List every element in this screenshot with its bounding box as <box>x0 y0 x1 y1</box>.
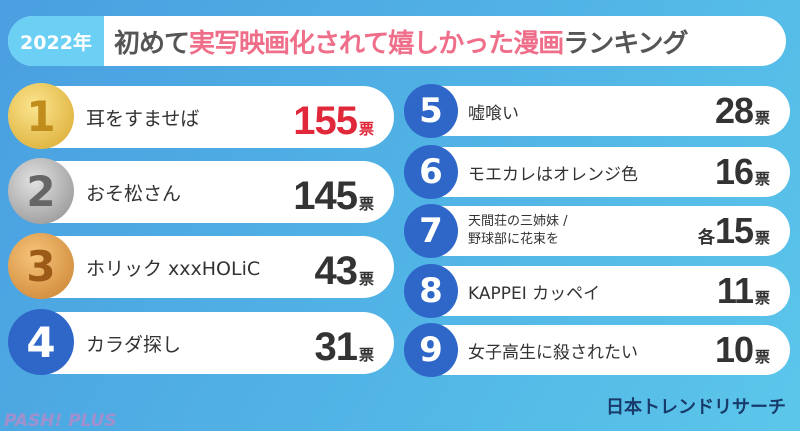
ranking-item-4: 4 カラダ探し 31 票 <box>8 309 394 375</box>
vote-number: 155 <box>293 99 358 143</box>
vote-unit: 票 <box>754 109 770 127</box>
item-title: ホリック xxxHOLiC <box>86 257 261 280</box>
vote-unit: 票 <box>358 120 374 138</box>
rank-badge: 6 <box>404 145 458 199</box>
title-part: 初めて <box>114 28 190 59</box>
vote-number: 10 <box>714 329 754 370</box>
title-part: ランキング <box>563 28 688 59</box>
year-label: 2022年 <box>8 16 104 66</box>
vote-count: 16 票 <box>715 151 770 193</box>
pash-plus-logo: PASH! PLUS <box>4 411 117 431</box>
silver-medal-icon: 2 <box>8 158 74 224</box>
item-title: おそ松さん <box>86 182 182 205</box>
vote-count: 11 票 <box>717 270 770 312</box>
vote-unit: 票 <box>358 195 374 213</box>
rank-badge: 8 <box>404 264 458 318</box>
vote-count: 10 票 <box>715 329 770 371</box>
vote-number: 16 <box>714 151 754 192</box>
ranking-item-6: 6 モエカレはオレンジ色 16 票 <box>404 145 790 199</box>
vote-unit: 票 <box>754 348 770 366</box>
vote-unit: 票 <box>754 170 770 188</box>
ranking-item-9: 9 女子高生に殺されたい 10 票 <box>404 323 790 377</box>
ranking-item-5: 5 嘘喰い 28 票 <box>404 84 790 138</box>
vote-number: 31 <box>314 325 357 369</box>
rank-badge: 5 <box>404 84 458 138</box>
vote-unit: 票 <box>358 346 374 364</box>
item-title: 耳をすませば <box>86 107 200 130</box>
brand-logo: 日本トレンドリサーチ <box>606 397 786 418</box>
ranking-item-1: 1 耳をすませば 155 票 <box>8 83 394 149</box>
item-title: カラダ探し <box>86 333 182 356</box>
vote-number: 11 <box>716 270 754 311</box>
ranking-item-7: 7 天間荘の三姉妹 / 野球部に花束を 各 15 票 <box>404 204 790 258</box>
item-title: 嘘喰い <box>468 103 519 124</box>
vote-prefix: 各 <box>697 228 715 248</box>
vote-unit: 票 <box>754 229 770 247</box>
item-title: モエカレはオレンジ色 <box>468 164 638 185</box>
rank-badge: 7 <box>404 204 458 258</box>
vote-unit: 票 <box>358 270 374 288</box>
title-highlight: 実写映画化されて嬉しかった漫画 <box>189 28 564 59</box>
vote-count: 各 15 票 <box>698 210 770 252</box>
ranking-item-8: 8 KAPPEI カッペイ 11 票 <box>404 264 790 318</box>
vote-number: 43 <box>314 249 357 293</box>
rank-badge: 4 <box>8 309 74 375</box>
ranking-item-2: 2 おそ松さん 145 票 <box>8 158 394 224</box>
ranking-item-3: 3 ホリック xxxHOLiC 43 票 <box>8 233 394 299</box>
vote-number: 28 <box>714 90 754 131</box>
vote-number: 145 <box>293 174 358 218</box>
vote-count: 155 票 <box>293 99 374 144</box>
rank-badge: 9 <box>404 323 458 377</box>
vote-unit: 票 <box>754 289 770 307</box>
vote-number: 15 <box>714 210 754 251</box>
vote-count: 43 票 <box>314 249 374 294</box>
item-title: 天間荘の三姉妹 / 野球部に花束を <box>468 213 568 249</box>
vote-count: 31 票 <box>314 325 374 370</box>
vote-count: 145 票 <box>293 174 374 219</box>
item-title: 女子高生に殺されたい <box>468 342 638 363</box>
item-title-line: 天間荘の三姉妹 / <box>468 214 568 229</box>
item-title: KAPPEI カッペイ <box>468 283 601 304</box>
title-banner: 2022年 初めて実写映画化されて嬉しかった漫画ランキング <box>8 16 786 66</box>
item-title-line: 野球部に花束を <box>468 232 560 247</box>
vote-count: 28 票 <box>715 90 770 132</box>
bronze-medal-icon: 3 <box>8 233 74 299</box>
gold-medal-icon: 1 <box>8 83 74 149</box>
page-title: 初めて実写映画化されて嬉しかった漫画ランキング <box>104 23 688 60</box>
